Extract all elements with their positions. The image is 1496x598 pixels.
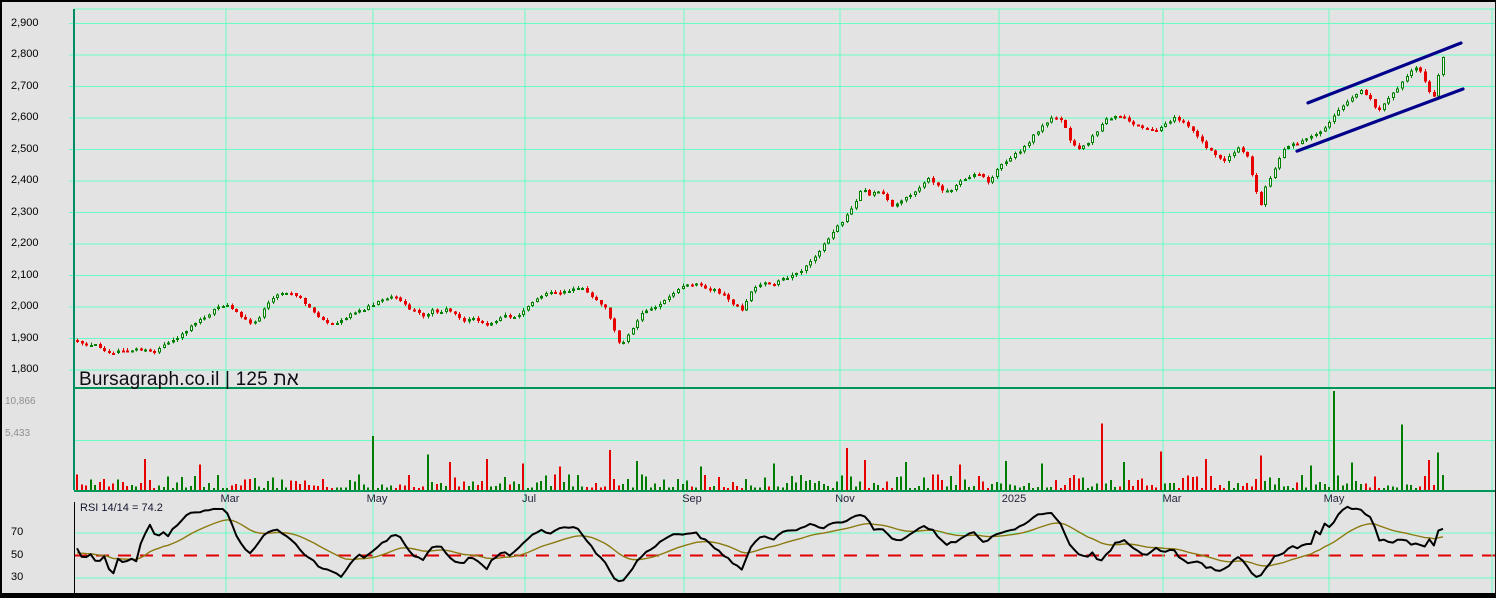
- rsi-tick-label: 50: [11, 548, 24, 561]
- volume-bars-series: [76, 391, 1444, 490]
- volume-tick-label: 10,866: [5, 396, 36, 407]
- price-tick-label: 2,500: [11, 142, 39, 155]
- price-tick-label: 2,400: [11, 174, 39, 186]
- price-tick-label: 2,600: [11, 111, 39, 123]
- price-tick-label: 2,700: [11, 79, 39, 92]
- watermark-title: Bursagraph.co.il | 125 תא: [79, 369, 299, 390]
- rsi-tick-label: 30: [11, 571, 24, 583]
- time-axis-label: Mar: [1162, 493, 1182, 505]
- price-tick-label: 2,200: [11, 237, 39, 249]
- time-axis-label: Sep: [682, 493, 702, 505]
- time-axis-label: Jul: [521, 493, 537, 505]
- rsi-tick-label: 70: [11, 526, 24, 538]
- volume-tick-label: 5,433: [5, 428, 31, 439]
- trend-channel-lines[interactable]: [1295, 41, 1465, 153]
- price-tick-label: 2,900: [11, 16, 39, 29]
- candlestick-series: [76, 56, 1445, 355]
- time-axis-label: Mar: [220, 493, 240, 505]
- price-tick-label: 2,000: [11, 300, 39, 312]
- time-axis-label: May: [366, 493, 388, 505]
- gridlines: [2, 8, 1495, 595]
- time-axis-label: 2025: [1001, 493, 1027, 505]
- time-axis-label: Nov: [835, 493, 855, 505]
- price-tick-label: 2,100: [11, 268, 39, 281]
- price-tick-label: 2,300: [11, 205, 39, 218]
- price-tick-label: 1,900: [11, 331, 39, 344]
- price-tick-label: 1,800: [11, 363, 39, 375]
- price-tick-label: 2,800: [11, 48, 39, 60]
- time-axis-label: May: [1323, 493, 1345, 505]
- rsi-indicator-label: RSI 14/14 = 74.2: [80, 502, 163, 514]
- axis-lines: [73, 9, 75, 594]
- rsi-indicator-series: [76, 505, 1444, 583]
